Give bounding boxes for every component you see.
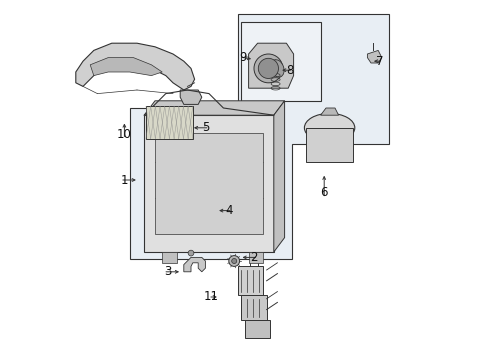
Circle shape [188, 250, 194, 256]
Polygon shape [320, 108, 339, 115]
Text: 8: 8 [286, 64, 294, 77]
Polygon shape [76, 43, 195, 90]
Ellipse shape [304, 113, 355, 142]
Circle shape [254, 54, 283, 83]
Polygon shape [274, 101, 285, 252]
Polygon shape [180, 90, 202, 104]
Ellipse shape [271, 60, 284, 77]
Circle shape [258, 58, 278, 78]
Circle shape [232, 258, 237, 264]
Polygon shape [90, 58, 162, 76]
Polygon shape [368, 50, 382, 63]
Polygon shape [242, 295, 267, 320]
Polygon shape [144, 101, 285, 115]
Bar [162, 252, 176, 263]
Text: 3: 3 [164, 265, 171, 278]
Bar [146, 106, 193, 139]
Polygon shape [238, 266, 263, 295]
Polygon shape [248, 43, 294, 88]
Text: 1: 1 [121, 174, 128, 186]
Polygon shape [130, 14, 389, 259]
Text: 9: 9 [240, 51, 247, 64]
Text: 10: 10 [117, 129, 132, 141]
Bar [248, 252, 263, 263]
Polygon shape [306, 128, 353, 162]
Text: 11: 11 [203, 291, 219, 303]
Polygon shape [184, 257, 205, 272]
Text: 7: 7 [376, 55, 384, 68]
Bar [242, 22, 320, 101]
Text: 2: 2 [250, 251, 258, 264]
Text: 6: 6 [320, 186, 328, 199]
Polygon shape [155, 133, 263, 234]
Circle shape [229, 256, 240, 266]
Text: 5: 5 [202, 121, 209, 134]
Polygon shape [245, 320, 270, 338]
Polygon shape [144, 115, 274, 252]
Text: 4: 4 [225, 204, 233, 217]
